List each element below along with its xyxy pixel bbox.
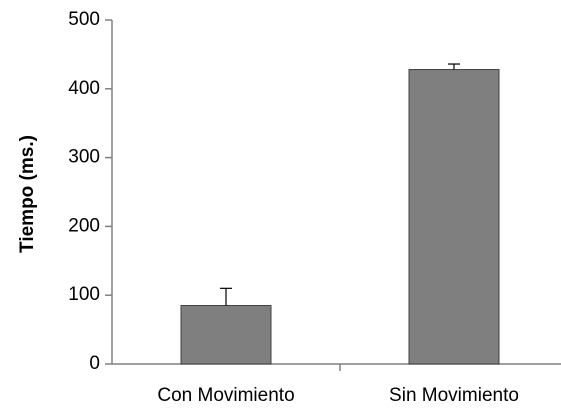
y-tick-label: 300 <box>68 147 100 168</box>
x-tick-label: Con Movimiento <box>157 385 294 406</box>
y-tick-label: 400 <box>68 78 100 99</box>
y-tick-label: 0 <box>89 353 100 374</box>
y-axis-title: Tiempo (ms.) <box>17 135 38 253</box>
plot-area: 0 100 200 300 400 500 Con Movimiento Sin Movimi… <box>68 9 561 406</box>
bar <box>180 305 272 365</box>
bar <box>408 69 500 365</box>
y-tick-label: 100 <box>68 284 100 305</box>
x-tick-label: Sin Movimiento <box>389 385 519 406</box>
y-tick-label: 500 <box>68 9 100 30</box>
y-tick-label: 200 <box>68 215 100 236</box>
